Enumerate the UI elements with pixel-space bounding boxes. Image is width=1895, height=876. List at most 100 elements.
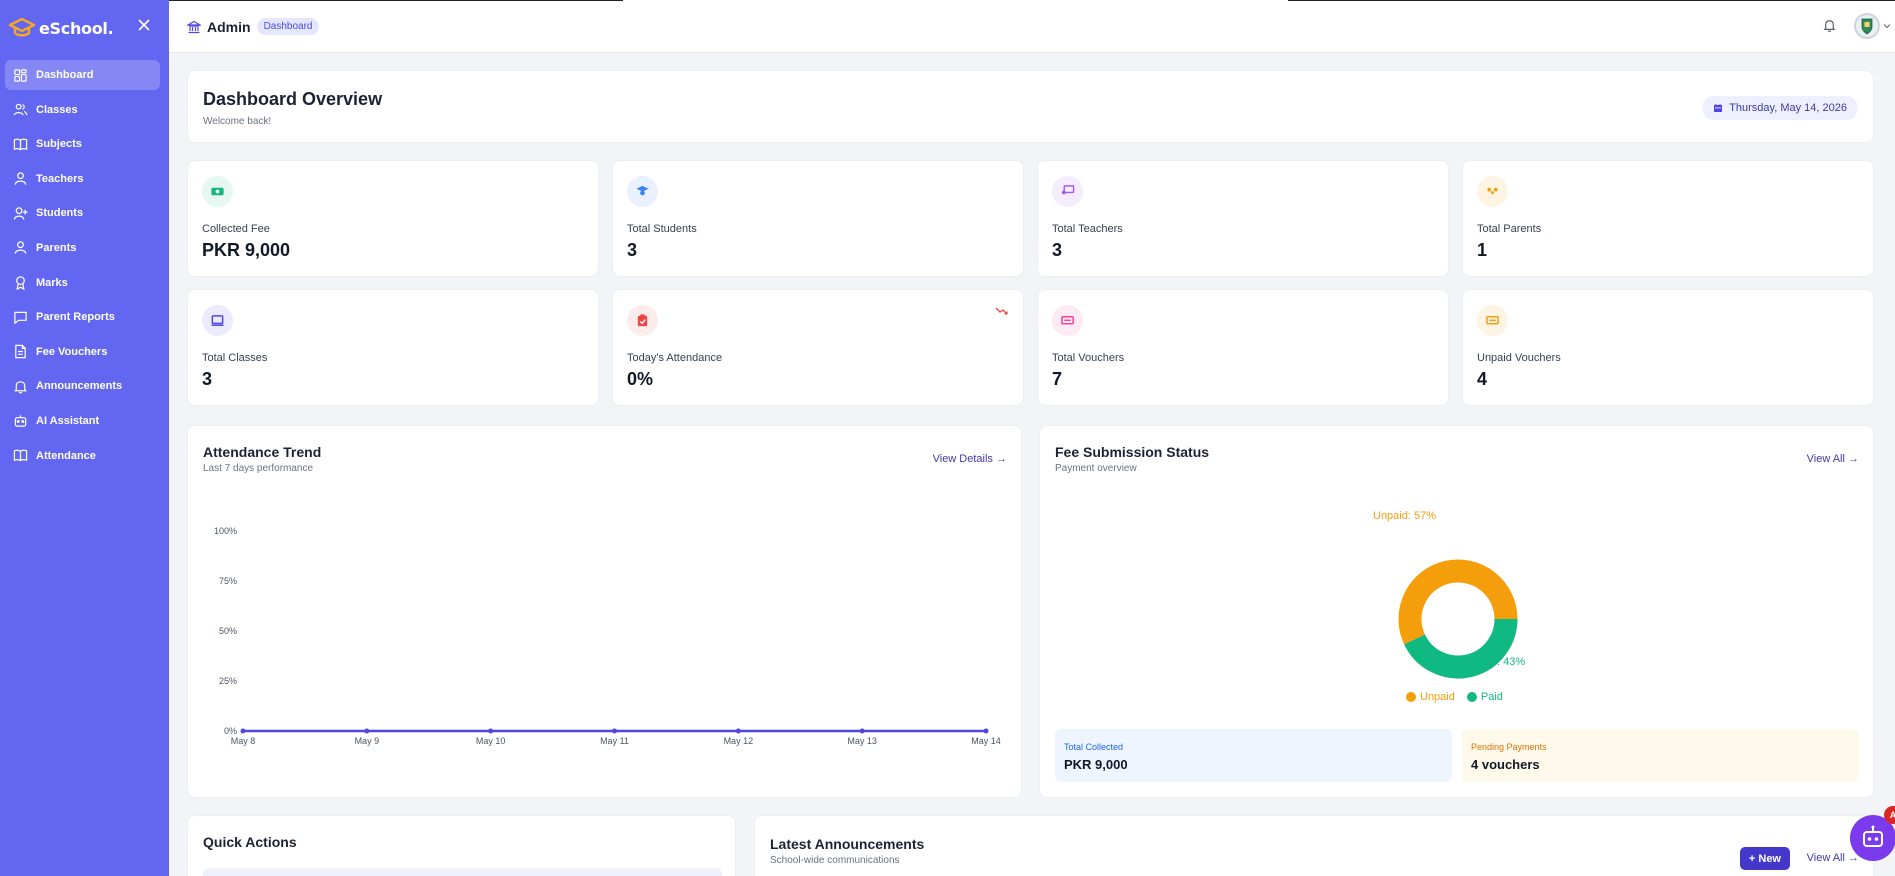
date-badge: Thursday, May 14, 2026: [1702, 96, 1858, 120]
y-tick-label: 50%: [219, 626, 237, 636]
x-tick-label: May 13: [847, 736, 877, 746]
sidebar-item-teachers[interactable]: Teachers: [5, 164, 160, 194]
stat-card-total-teachers: Total Teachers 3: [1037, 160, 1449, 277]
sidebar-item-attendance[interactable]: Attendance: [5, 441, 160, 471]
close-icon[interactable]: [136, 17, 152, 33]
robot-icon: [1863, 825, 1883, 847]
user-role: Admin: [207, 18, 251, 35]
stat-value: 3: [1052, 240, 1063, 260]
total-collected-label: Total Collected: [1064, 742, 1124, 752]
graduation-cap-icon: [8, 17, 36, 37]
sidebar-item-marks[interactable]: Marks: [5, 268, 160, 298]
stat-value: 0%: [627, 369, 654, 389]
sidebar-item-classes[interactable]: Classes: [5, 95, 160, 125]
message-icon: [14, 311, 27, 324]
stat-label: Total Teachers: [1052, 223, 1123, 235]
ticket-icon: [1486, 316, 1499, 325]
sidebar-item-label: Subjects: [36, 138, 82, 151]
stat-card-today-s-attendance: Today's Attendance 0%: [612, 289, 1024, 406]
topbar: Admin Dashboard: [169, 0, 1895, 53]
attendance-point[interactable]: [364, 728, 370, 734]
unpaid-label: Unpaid: 57%: [1373, 510, 1436, 522]
total-collected-box: Total Collected PKR 9,000: [1055, 729, 1452, 782]
x-tick-label: May 10: [476, 736, 506, 746]
sidebar-nav: Dashboard Classes Subjects Teachers Students…: [0, 56, 169, 471]
stat-icon-wrap: [627, 176, 658, 207]
user-plus-icon: [13, 207, 28, 220]
notification-badge: A: [1884, 806, 1895, 824]
sidebar-item-parents[interactable]: Parents: [5, 233, 160, 263]
brand: eSchool.: [0, 0, 169, 56]
donut-slice-paid[interactable]: [1404, 618, 1518, 679]
sidebar-item-dashboard[interactable]: Dashboard: [5, 60, 160, 90]
stat-value: 4: [1477, 369, 1488, 389]
sidebar-item-fee-vouchers[interactable]: Fee Vouchers: [5, 337, 160, 367]
sidebar-item-announcements[interactable]: Announcements: [5, 371, 160, 401]
sidebar-item-subjects[interactable]: Subjects: [5, 129, 160, 159]
stat-icon-wrap: [202, 176, 233, 207]
announcements-subtitle: School-wide communications: [770, 855, 900, 866]
view-details-link[interactable]: View Details →: [932, 453, 1007, 465]
new-announcement-button[interactable]: + New: [1739, 847, 1790, 870]
attendance-trend-subtitle: Last 7 days performance: [203, 463, 314, 474]
bell-icon: [13, 381, 28, 394]
file-icon: [15, 345, 26, 359]
sidebar-item-students[interactable]: Students: [5, 198, 160, 228]
x-tick-label: May 12: [724, 736, 754, 746]
stat-card-total-vouchers: Total Vouchers 7: [1037, 289, 1449, 406]
school-crest-icon: [1861, 18, 1873, 35]
stat-value: 3: [627, 240, 638, 260]
fee-view-all-link[interactable]: View All →: [1806, 453, 1859, 465]
book-icon: [13, 138, 28, 151]
attendance-point[interactable]: [983, 728, 989, 734]
sidebar-item-label: Marks: [36, 276, 68, 289]
graduate-icon: [636, 185, 649, 196]
attendance-point[interactable]: [859, 728, 865, 734]
chevron-down-icon[interactable]: [1883, 22, 1891, 30]
ticket-icon: [1061, 316, 1074, 325]
pending-payments-value: 4 vouchers: [1471, 757, 1540, 772]
sidebar-item-label: AI Assistant: [36, 414, 100, 427]
stat-label: Today's Attendance: [627, 352, 723, 364]
attendance-trend-title: Attendance Trend: [203, 444, 322, 460]
trend-down-icon: [995, 307, 1008, 315]
fee-donut-chart: [1398, 559, 1518, 679]
avatar[interactable]: [1854, 13, 1880, 39]
fee-legend: Unpaid Paid: [1406, 691, 1503, 703]
stat-icon-wrap: [1052, 176, 1083, 207]
sidebar-item-label: Classes: [36, 103, 78, 116]
page-title: Dashboard Overview: [203, 89, 383, 109]
calendar-icon: [1714, 104, 1723, 112]
legend-paid: Paid: [1466, 691, 1503, 703]
y-tick-label: 0%: [224, 726, 237, 736]
announcements-card: Latest Announcements School-wide communi…: [754, 815, 1874, 876]
breadcrumb-badge[interactable]: Dashboard: [256, 18, 320, 35]
attendance-point[interactable]: [612, 728, 617, 734]
attendance-point[interactable]: [735, 728, 741, 734]
stat-card-collected-fee: Collected Fee PKR 9,000: [187, 160, 599, 277]
fee-status-card: Fee Submission Status Payment overview V…: [1039, 425, 1874, 798]
sidebar-item-label: Parent Reports: [36, 311, 115, 324]
sidebar-item-label: Dashboard: [36, 69, 94, 81]
teacher-board-icon: [1061, 185, 1075, 195]
sidebar-item-ai-assistant[interactable]: AI Assistant: [5, 406, 160, 436]
announcements-view-all-link[interactable]: View All →: [1806, 852, 1859, 864]
notification-bell-icon[interactable]: [1822, 18, 1837, 33]
dashboard-overview-card: Dashboard Overview Welcome back! Thursda…: [187, 70, 1874, 143]
book-icon: [13, 449, 28, 462]
y-tick-label: 75%: [219, 576, 237, 586]
stat-label: Total Parents: [1477, 223, 1542, 235]
fee-status-title: Fee Submission Status: [1055, 444, 1210, 460]
attendance-trend-card: Attendance Trend Last 7 days performance…: [187, 425, 1022, 798]
attendance-point[interactable]: [240, 728, 246, 734]
sidebar: eSchool. Dashboard Classes Subjects Teacher…: [0, 0, 169, 876]
sidebar-item-parent-reports[interactable]: Parent Reports: [5, 302, 160, 332]
stat-icon-wrap: [627, 305, 658, 336]
quick-action-item[interactable]: [203, 868, 722, 876]
attendance-point[interactable]: [488, 728, 494, 734]
user-icon: [14, 241, 27, 255]
x-tick-label: May 11: [600, 736, 629, 746]
donut-slice-unpaid[interactable]: [1398, 559, 1518, 645]
pending-payments-box: Pending Payments 4 vouchers: [1462, 729, 1859, 782]
classroom-icon: [211, 315, 224, 326]
